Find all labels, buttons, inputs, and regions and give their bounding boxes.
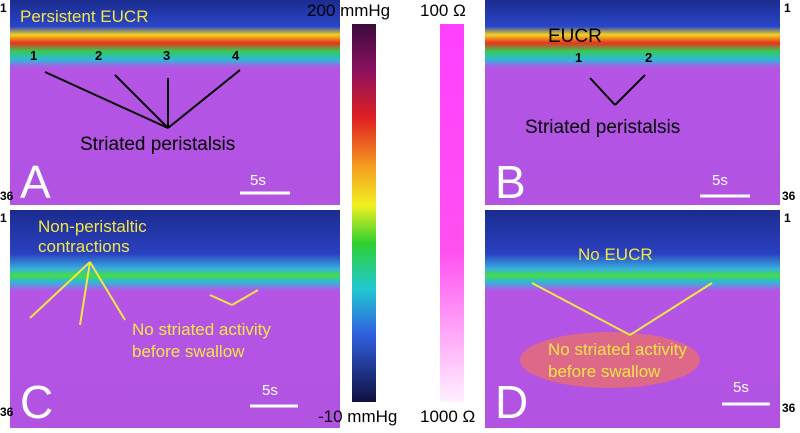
- panel-title: contractions: [38, 237, 130, 256]
- impedance-min: 1000 Ω: [420, 407, 475, 426]
- sensor-bottom: 36: [0, 189, 14, 203]
- marker: 2: [645, 50, 652, 65]
- marker: 3: [163, 48, 170, 63]
- sensor-top: 1: [784, 211, 791, 225]
- sensor-top: 1: [0, 211, 7, 225]
- panel-letter: B: [495, 156, 526, 208]
- panel-c: [10, 210, 340, 428]
- annotation: Striated peristalsis: [525, 117, 680, 138]
- marker: 1: [30, 48, 37, 63]
- sensor-bottom: 36: [0, 405, 14, 419]
- contraction-blob: [520, 332, 700, 388]
- annotation: No striated activity: [132, 320, 271, 339]
- marker: 2: [95, 48, 102, 63]
- sensor-top: 1: [784, 1, 791, 15]
- scale-label: 5s: [250, 172, 266, 189]
- panel-title: EUCR: [548, 26, 602, 47]
- marker: 1: [575, 50, 582, 65]
- annotation: No striated activity: [548, 340, 687, 359]
- impedance-colorbar: [440, 24, 464, 402]
- arrows: [589, 74, 646, 106]
- pressure-min: -10 mmHg: [318, 407, 397, 426]
- marker: 4: [232, 48, 240, 63]
- impedance-max: 100 Ω: [420, 1, 466, 20]
- scale-label: 5s: [262, 382, 278, 399]
- sensor-bottom: 36: [782, 401, 796, 415]
- scale-label: 5s: [733, 379, 749, 396]
- panel-title: No EUCR: [578, 245, 653, 264]
- panel-a: [10, 0, 340, 205]
- sensor-top: 1: [0, 1, 7, 15]
- panel-title: Persistent EUCR: [20, 7, 148, 26]
- panel-d: [485, 210, 780, 428]
- sensor-bottom: 36: [782, 189, 796, 203]
- panel-title: Non-peristaltic: [38, 217, 147, 236]
- arrows: [29, 261, 259, 326]
- panel-letter: D: [495, 376, 528, 428]
- panel-letter: A: [20, 156, 51, 208]
- scale-label: 5s: [712, 172, 728, 189]
- panel-b: [485, 0, 780, 205]
- annotation: before swallow: [132, 342, 245, 361]
- panel-letter: C: [20, 376, 53, 428]
- arrows: [531, 282, 713, 336]
- arrows: [44, 69, 241, 129]
- pressure-colorbar: [352, 24, 376, 402]
- annotation: Striated peristalsis: [80, 134, 235, 155]
- pressure-max: 200 mmHg: [307, 1, 390, 20]
- annotation: before swallow: [548, 362, 661, 381]
